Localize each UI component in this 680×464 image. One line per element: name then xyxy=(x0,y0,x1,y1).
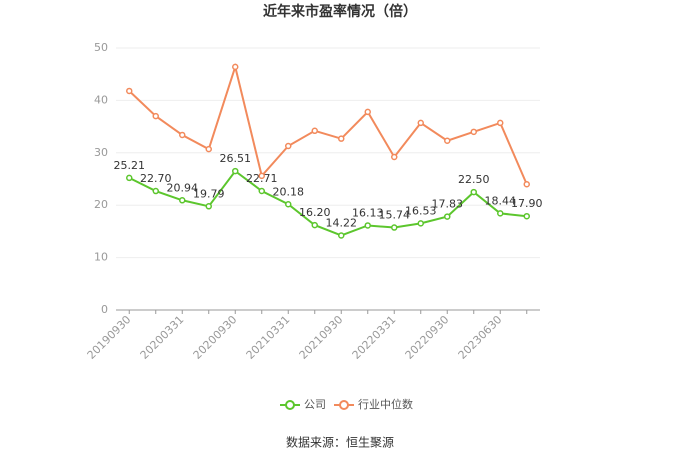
legend-marker xyxy=(285,400,295,410)
point xyxy=(444,137,451,144)
y-tick-label: 30 xyxy=(94,146,108,159)
y-tick-label: 40 xyxy=(94,93,108,106)
data-label: 14.22 xyxy=(326,216,358,229)
x-tick-label: 20210331 xyxy=(244,313,293,362)
data-label: 22.50 xyxy=(458,173,490,186)
legend-label: 公司 xyxy=(304,398,326,411)
point xyxy=(391,224,398,231)
point xyxy=(470,188,477,196)
data-label: 15.74 xyxy=(379,209,411,222)
point xyxy=(205,145,212,153)
point xyxy=(338,135,345,142)
x-tick-label: 20220331 xyxy=(350,313,399,362)
y-tick-label: 0 xyxy=(101,303,108,316)
data-label: 22.70 xyxy=(140,172,172,185)
data-label: 19.79 xyxy=(193,187,225,200)
point xyxy=(523,180,530,188)
point xyxy=(179,197,186,204)
y-tick-label: 10 xyxy=(94,251,108,264)
y-tick-label: 50 xyxy=(94,41,108,54)
point xyxy=(232,167,239,175)
source: 数据来源：恒生聚源 xyxy=(286,435,394,450)
point xyxy=(497,119,504,127)
point xyxy=(258,187,265,195)
x-tick-label: 20190930 xyxy=(85,313,134,362)
data-label: 26.51 xyxy=(220,152,252,165)
point xyxy=(152,112,159,120)
data-label: 16.13 xyxy=(352,206,384,219)
x-tick-label: 20220930 xyxy=(403,313,452,362)
data-label: 18.44 xyxy=(485,194,517,207)
point xyxy=(523,212,530,220)
point xyxy=(205,203,212,210)
point xyxy=(417,119,424,127)
point xyxy=(364,108,371,116)
point xyxy=(258,172,265,180)
point xyxy=(152,187,159,195)
data-label: 25.21 xyxy=(114,159,146,172)
data-label: 20.94 xyxy=(167,181,199,194)
point xyxy=(285,142,292,150)
data-label: 17.83 xyxy=(432,198,464,211)
point xyxy=(285,201,292,208)
data-label: 20.18 xyxy=(273,185,305,198)
point xyxy=(311,221,318,229)
point xyxy=(179,131,186,139)
point xyxy=(126,174,133,182)
point xyxy=(470,128,477,136)
point xyxy=(444,213,451,220)
point xyxy=(311,127,318,135)
legend-label: 行业中位数 xyxy=(358,397,413,411)
data-label: 16.20 xyxy=(299,206,331,219)
chart-title: 近年来市盈率情况（倍） xyxy=(263,3,417,20)
x-tick-label: 20210930 xyxy=(297,313,346,362)
series-line xyxy=(128,169,527,237)
point xyxy=(338,232,345,239)
series-line xyxy=(128,63,528,185)
legend-marker xyxy=(339,400,349,410)
x-tick-label: 20200930 xyxy=(191,313,240,362)
x-tick-label: 20230630 xyxy=(456,313,505,362)
data-label: 17.90 xyxy=(511,197,543,210)
point xyxy=(391,153,398,161)
point xyxy=(232,63,239,71)
x-tick-label: 20200331 xyxy=(138,313,187,362)
data-label: 16.53 xyxy=(405,204,437,217)
point xyxy=(497,210,504,217)
point xyxy=(364,222,371,229)
point xyxy=(126,87,133,95)
point xyxy=(417,220,424,227)
y-tick-label: 20 xyxy=(94,198,108,211)
